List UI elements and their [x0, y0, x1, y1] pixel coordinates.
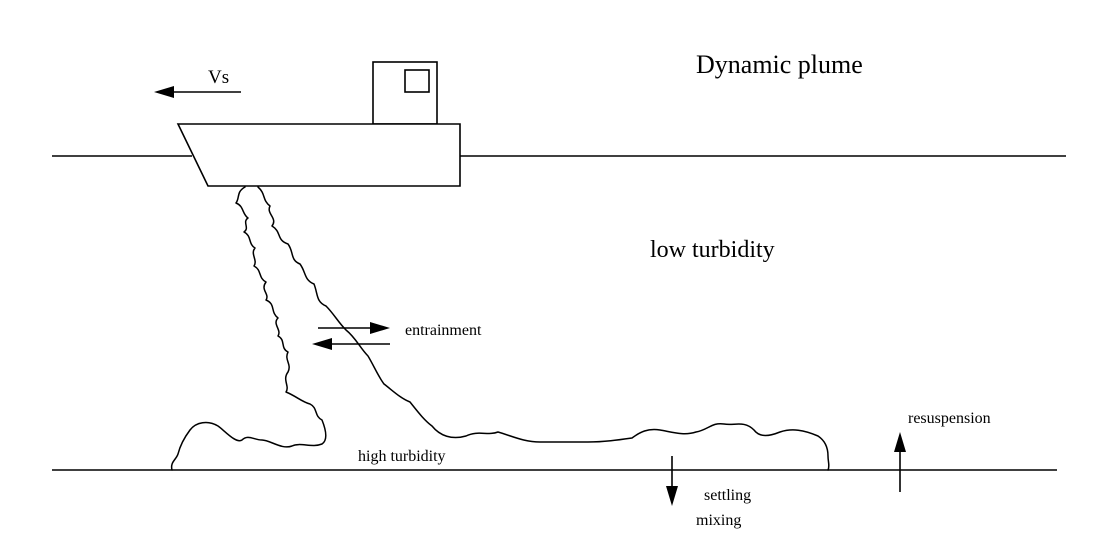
settling-label: settling	[704, 487, 751, 504]
settling-arrow	[666, 456, 678, 506]
low-turbidity-label: low turbidity	[650, 237, 775, 263]
vessel-speed-label: Vs	[208, 67, 229, 88]
resuspension-label: resuspension	[908, 410, 991, 427]
entrainment-label: entrainment	[405, 322, 482, 339]
diagram-title: Dynamic plume	[696, 50, 863, 79]
vessel	[176, 61, 461, 187]
vessel-speed-arrow	[154, 86, 241, 98]
mixing-label: mixing	[696, 512, 741, 529]
entrainment-arrow-right	[318, 322, 390, 334]
plume-right-boundary	[257, 186, 830, 471]
plume-left-boundary	[170, 186, 327, 471]
vessel-hull	[176, 123, 461, 187]
vessel-window	[404, 69, 430, 93]
entrainment-arrow-left	[312, 338, 390, 350]
high-turbidity-label: high turbidity	[358, 448, 446, 465]
resuspension-arrow	[894, 432, 906, 492]
